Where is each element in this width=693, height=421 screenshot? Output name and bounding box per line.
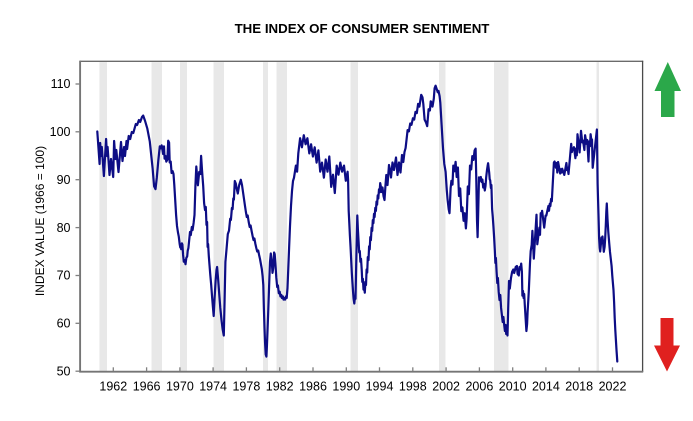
svg-text:1970: 1970 <box>166 380 194 394</box>
svg-text:2006: 2006 <box>465 380 493 394</box>
svg-text:1990: 1990 <box>332 380 360 394</box>
svg-text:80: 80 <box>57 221 71 235</box>
svg-text:60: 60 <box>57 317 71 331</box>
svg-text:INDEX VALUE (1966 = 100): INDEX VALUE (1966 = 100) <box>33 146 47 296</box>
svg-text:1974: 1974 <box>199 380 227 394</box>
svg-text:2022: 2022 <box>599 380 627 394</box>
svg-text:70: 70 <box>57 269 71 283</box>
svg-text:90: 90 <box>57 173 71 187</box>
svg-text:1982: 1982 <box>266 380 294 394</box>
svg-text:1966: 1966 <box>133 380 161 394</box>
svg-text:1994: 1994 <box>366 380 394 394</box>
svg-text:1986: 1986 <box>299 380 327 394</box>
svg-text:2010: 2010 <box>499 380 527 394</box>
svg-text:100: 100 <box>50 125 71 139</box>
svg-text:1998: 1998 <box>399 380 427 394</box>
svg-text:1978: 1978 <box>232 380 260 394</box>
svg-text:THE INDEX OF CONSUMER SENTIMEN: THE INDEX OF CONSUMER SENTIMENT <box>235 21 490 36</box>
svg-text:1962: 1962 <box>99 380 127 394</box>
svg-text:2014: 2014 <box>532 380 560 394</box>
svg-text:50: 50 <box>57 364 71 378</box>
svg-text:2002: 2002 <box>432 380 460 394</box>
svg-text:2018: 2018 <box>565 380 593 394</box>
svg-text:110: 110 <box>51 77 71 91</box>
